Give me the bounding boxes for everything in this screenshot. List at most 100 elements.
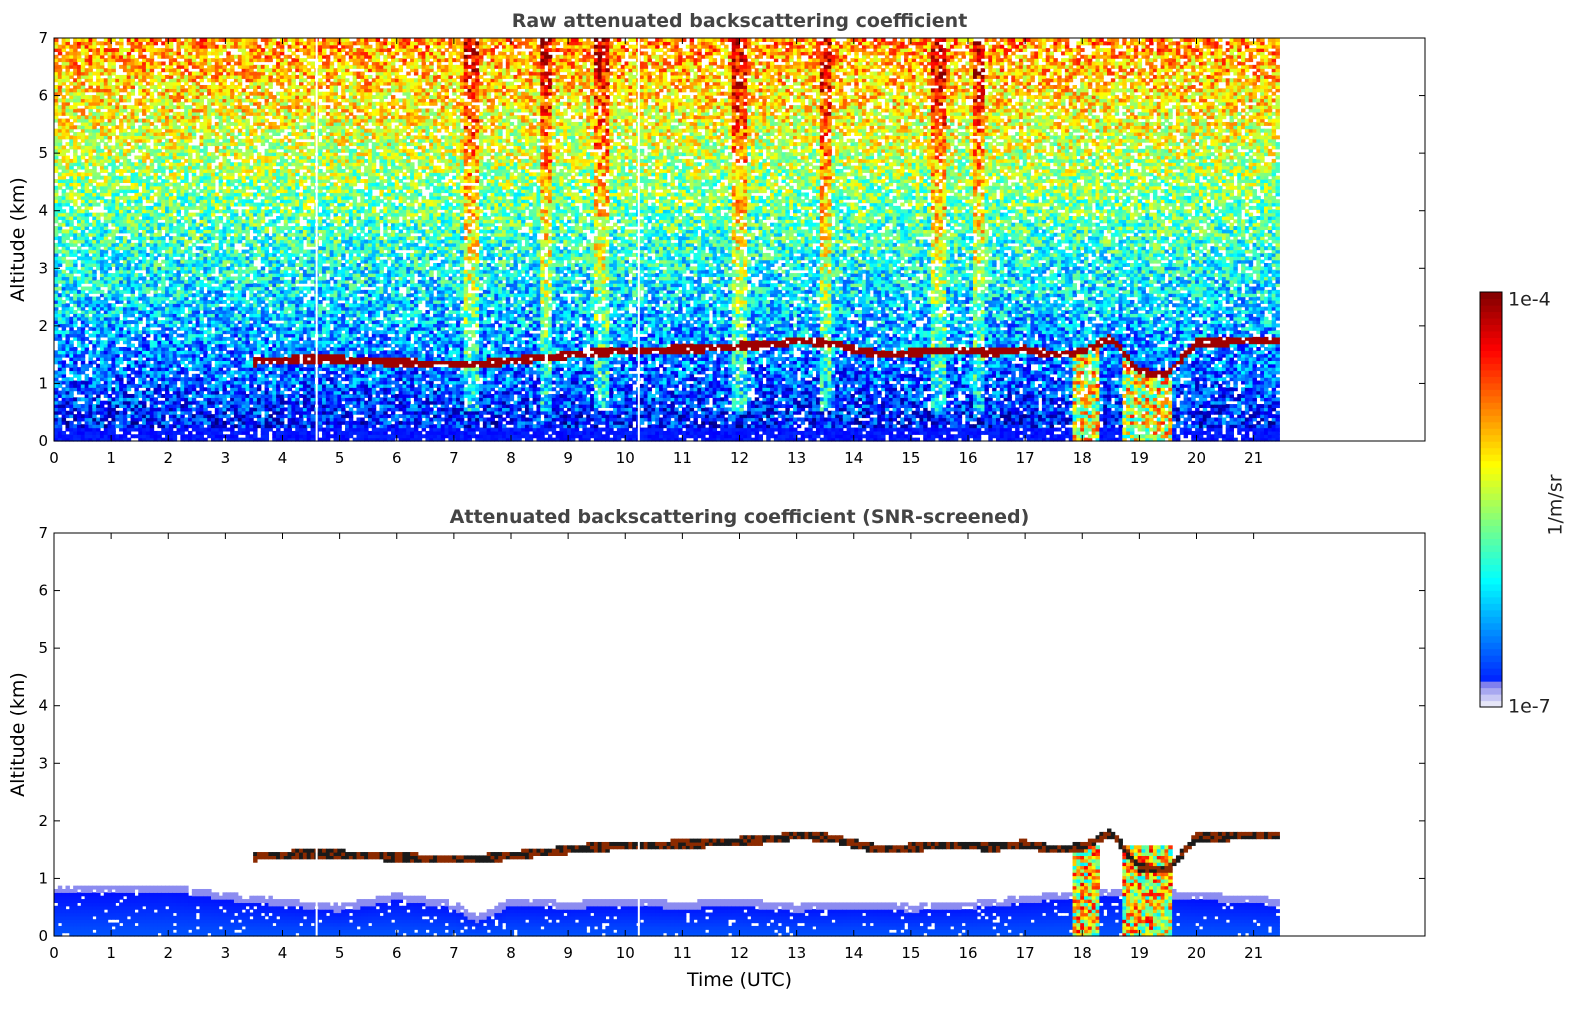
heatmap-cell (57, 179, 63, 184)
heatmap-cell (84, 179, 90, 184)
heatmap-cell (61, 303, 67, 308)
heatmap-cell (61, 165, 67, 170)
heatmap-cell (122, 219, 128, 224)
heatmap-cell (126, 393, 132, 398)
heatmap-cell (157, 357, 162, 361)
heatmap-cell (96, 74, 101, 79)
heatmap-cell (157, 155, 162, 160)
heatmap-cell (134, 296, 139, 301)
heatmap-cell (138, 219, 143, 224)
heatmap-cell (161, 101, 166, 106)
heatmap-cell (130, 125, 136, 130)
heatmap-cell (168, 393, 174, 398)
heatmap-cell (115, 48, 120, 53)
heatmap-cell (226, 266, 231, 271)
heatmap-cell (138, 346, 143, 351)
heatmap-cell (80, 313, 86, 318)
heatmap-cell (96, 192, 101, 197)
heatmap-cell (88, 125, 93, 130)
heatmap-cell (84, 387, 90, 392)
heatmap-cell (130, 68, 136, 73)
heatmap-cell (80, 152, 86, 157)
heatmap-cell (230, 162, 235, 167)
heatmap-cell (115, 236, 120, 241)
heatmap-cell (115, 410, 120, 415)
heatmap-cell (153, 246, 158, 251)
heatmap-cell (65, 44, 70, 49)
heatmap-cell (241, 276, 247, 281)
heatmap-cell (119, 195, 124, 200)
heatmap-cell (142, 61, 147, 66)
heatmap-cell (54, 74, 59, 79)
heatmap-cell (149, 393, 155, 398)
heatmap-cell (119, 289, 124, 294)
heatmap-cell (134, 128, 139, 133)
heatmap-cell (88, 41, 93, 46)
heatmap-cell (61, 279, 67, 284)
heatmap-cell (153, 212, 158, 217)
heatmap-cell (130, 299, 136, 304)
heatmap-cell (107, 61, 113, 66)
heatmap-cell (61, 155, 67, 160)
heatmap-cell (107, 427, 113, 432)
heatmap-cell (153, 259, 158, 264)
heatmap-cell (73, 367, 78, 372)
heatmap-cell (69, 252, 74, 257)
heatmap-cell (115, 417, 120, 422)
heatmap-cell (80, 343, 86, 348)
heatmap-cell (69, 185, 74, 190)
heatmap-cell (130, 88, 136, 93)
heatmap-cell (138, 246, 143, 251)
heatmap-cell (107, 118, 113, 123)
heatmap-cell (96, 195, 101, 200)
heatmap-cell (84, 323, 90, 328)
heatmap-cell (210, 138, 216, 143)
heatmap-cell (88, 222, 93, 227)
heatmap-cell (107, 397, 113, 402)
heatmap-cell (88, 68, 93, 73)
heatmap-cell (76, 142, 82, 147)
heatmap-cell (84, 343, 90, 348)
heatmap-cell (184, 205, 189, 210)
heatmap-cell (76, 256, 82, 261)
heatmap-cell (122, 336, 128, 341)
heatmap-cell (230, 38, 235, 42)
heatmap-cell (172, 226, 178, 231)
heatmap-cell (145, 81, 151, 86)
heatmap-cell (157, 111, 162, 116)
heatmap-cell (126, 296, 132, 301)
heatmap-cell (134, 410, 139, 415)
heatmap-cell (122, 383, 128, 388)
heatmap-cell (134, 286, 139, 291)
heatmap-cell (107, 111, 113, 116)
heatmap-cell (73, 118, 78, 123)
heatmap-cell (119, 427, 124, 432)
heatmap-cell (130, 148, 136, 153)
heatmap-cell (115, 269, 120, 274)
heatmap-cell (134, 387, 139, 392)
heatmap-cell (138, 380, 143, 385)
heatmap-cell (61, 430, 67, 435)
heatmap-cell (134, 246, 139, 251)
heatmap-cell (61, 189, 67, 194)
heatmap-cell (65, 118, 70, 123)
heatmap-cell (130, 226, 136, 231)
heatmap-cell (84, 199, 90, 204)
heatmap-cell (57, 81, 63, 86)
heatmap-cell (99, 138, 105, 143)
heatmap-cell (57, 185, 63, 190)
heatmap-cell (165, 64, 170, 69)
heatmap-cell (180, 222, 185, 227)
heatmap-cell (54, 88, 59, 93)
heatmap-cell (168, 138, 174, 143)
heatmap-cell (103, 320, 109, 325)
heatmap-cell (107, 115, 113, 120)
heatmap-cell (65, 172, 70, 177)
heatmap-cell (122, 81, 128, 86)
heatmap-cell (145, 165, 151, 170)
heatmap-cell (134, 393, 139, 398)
heatmap-cell (149, 377, 155, 382)
heatmap-cell (153, 306, 158, 311)
heatmap-cell (165, 333, 170, 338)
heatmap-cell (122, 263, 128, 267)
